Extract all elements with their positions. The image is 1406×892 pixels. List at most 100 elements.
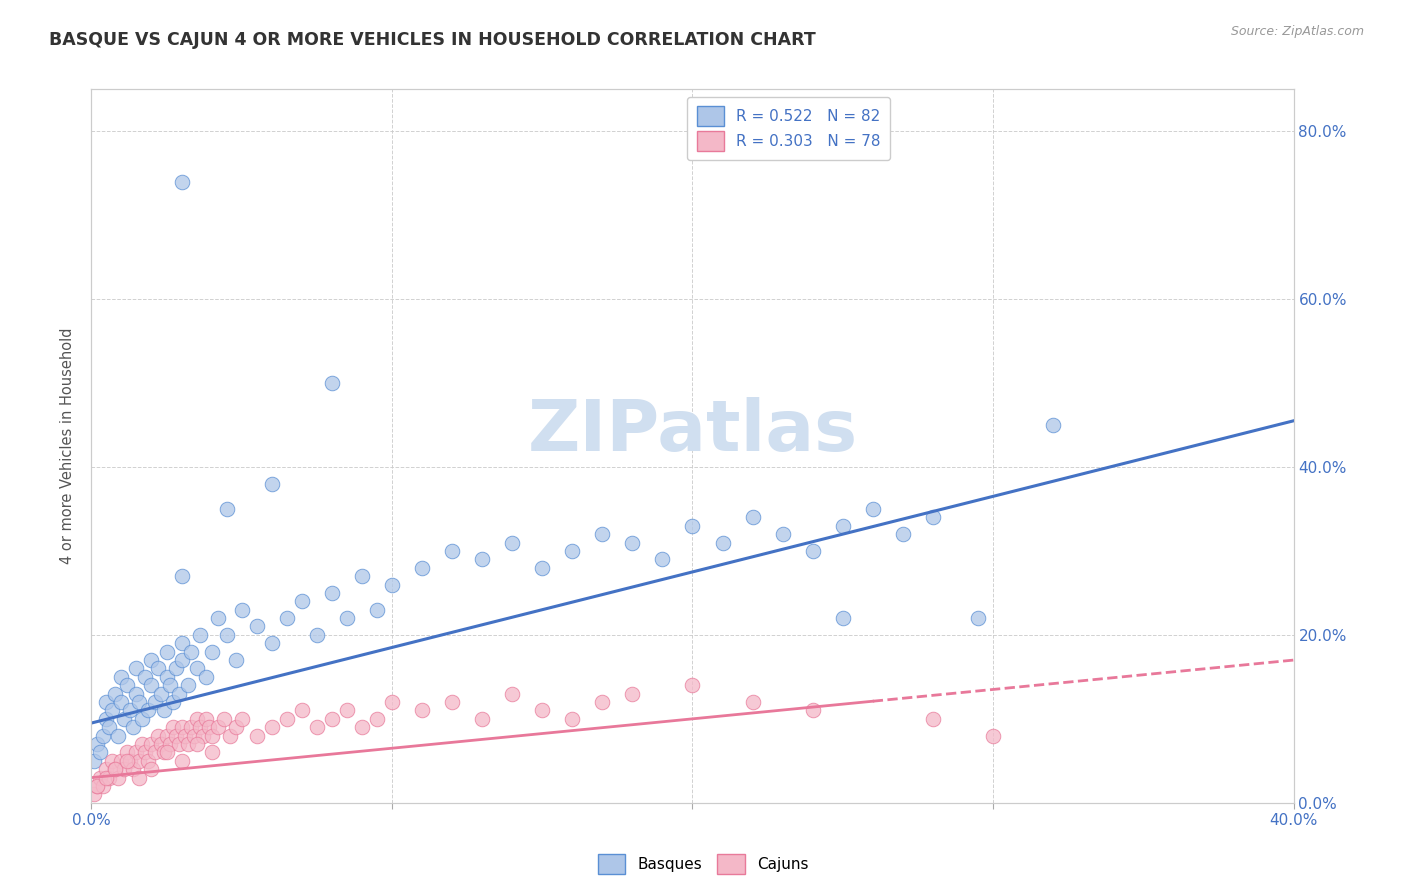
Point <box>117 746 139 760</box>
Point <box>291 703 314 717</box>
Point <box>170 653 193 667</box>
Point <box>336 703 359 717</box>
Point <box>131 737 153 751</box>
Point <box>321 376 343 390</box>
Point <box>86 779 108 793</box>
Point <box>83 788 105 802</box>
Point <box>170 754 193 768</box>
Point <box>922 510 945 524</box>
Point <box>104 762 127 776</box>
Point <box>155 645 177 659</box>
Point <box>152 746 174 760</box>
Point <box>772 527 794 541</box>
Point <box>162 720 184 734</box>
Point <box>207 611 229 625</box>
Point <box>125 661 148 675</box>
Point <box>98 771 121 785</box>
Point <box>741 510 763 524</box>
Point <box>110 670 132 684</box>
Point <box>107 729 129 743</box>
Point <box>350 720 373 734</box>
Point <box>167 737 190 751</box>
Point <box>218 729 240 743</box>
Point <box>531 560 554 574</box>
Point <box>170 636 193 650</box>
Point <box>981 729 1004 743</box>
Point <box>96 712 118 726</box>
Point <box>621 687 644 701</box>
Point <box>591 695 613 709</box>
Point <box>146 729 169 743</box>
Point <box>107 771 129 785</box>
Point <box>321 586 343 600</box>
Point <box>260 636 283 650</box>
Point <box>180 645 202 659</box>
Point <box>141 762 163 776</box>
Point <box>110 754 132 768</box>
Point <box>350 569 373 583</box>
Point <box>191 729 214 743</box>
Point <box>89 746 111 760</box>
Point <box>104 762 127 776</box>
Point <box>86 737 108 751</box>
Point <box>366 603 388 617</box>
Point <box>125 746 148 760</box>
Text: ZIPatlas: ZIPatlas <box>527 397 858 467</box>
Point <box>155 746 177 760</box>
Point <box>128 695 150 709</box>
Point <box>225 653 247 667</box>
Point <box>122 762 145 776</box>
Point <box>336 611 359 625</box>
Point <box>176 678 198 692</box>
Point <box>101 754 124 768</box>
Point <box>155 729 177 743</box>
Point <box>186 737 208 751</box>
Point <box>212 712 235 726</box>
Point <box>1042 417 1064 432</box>
Text: BASQUE VS CAJUN 4 OR MORE VEHICLES IN HOUSEHOLD CORRELATION CHART: BASQUE VS CAJUN 4 OR MORE VEHICLES IN HO… <box>49 31 815 49</box>
Point <box>170 720 193 734</box>
Point <box>471 552 494 566</box>
Point <box>231 712 253 726</box>
Point <box>188 720 211 734</box>
Point <box>170 175 193 189</box>
Point <box>471 712 494 726</box>
Point <box>138 754 160 768</box>
Point <box>143 746 166 760</box>
Point <box>138 703 160 717</box>
Point <box>381 695 404 709</box>
Point <box>891 527 914 541</box>
Point <box>194 670 217 684</box>
Point <box>134 746 156 760</box>
Point <box>152 703 174 717</box>
Point <box>117 754 139 768</box>
Point <box>186 661 208 675</box>
Point <box>201 729 224 743</box>
Point <box>231 603 253 617</box>
Point <box>165 661 187 675</box>
Point <box>96 771 118 785</box>
Point <box>651 552 673 566</box>
Point <box>531 703 554 717</box>
Point <box>801 544 824 558</box>
Point <box>98 720 121 734</box>
Point <box>831 518 853 533</box>
Point <box>381 577 404 591</box>
Point <box>125 687 148 701</box>
Point <box>93 779 115 793</box>
Point <box>201 645 224 659</box>
Point <box>173 729 195 743</box>
Point <box>246 729 269 743</box>
Point <box>260 476 283 491</box>
Point <box>246 619 269 633</box>
Point <box>801 703 824 717</box>
Point <box>411 560 433 574</box>
Point <box>134 670 156 684</box>
Point <box>276 712 298 726</box>
Point <box>114 712 136 726</box>
Point <box>225 720 247 734</box>
Point <box>305 720 328 734</box>
Point <box>86 779 108 793</box>
Point <box>146 661 169 675</box>
Point <box>149 687 172 701</box>
